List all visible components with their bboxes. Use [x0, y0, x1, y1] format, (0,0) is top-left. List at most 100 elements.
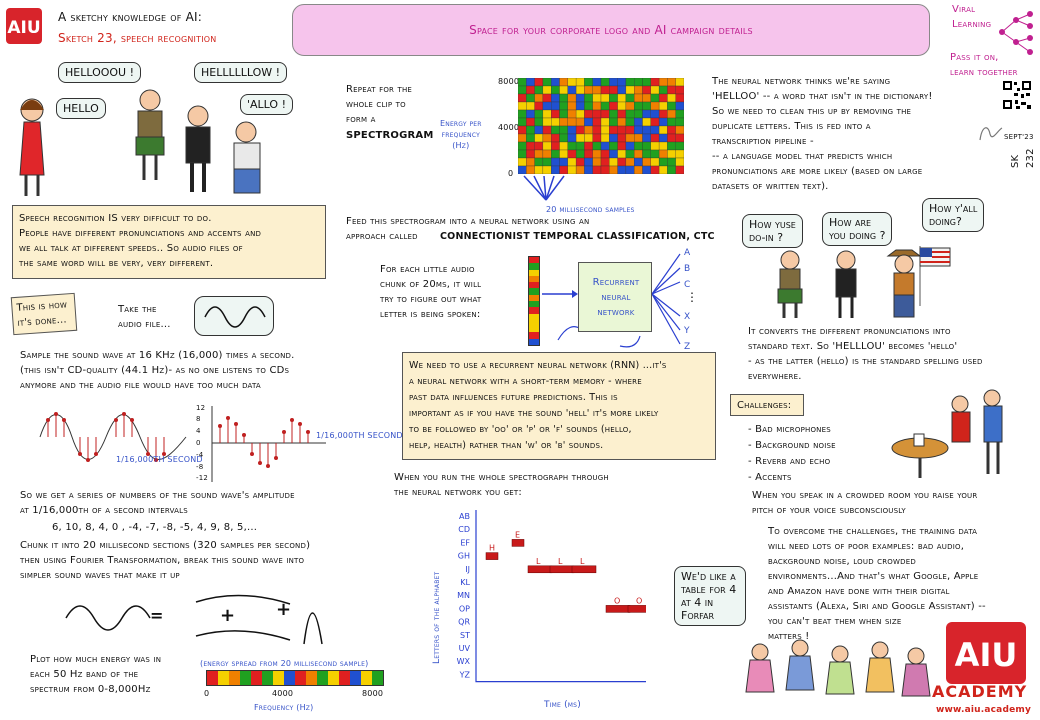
- spectrogram-cell: [675, 157, 684, 167]
- spectrogram-cell: [534, 141, 544, 151]
- spectrogram-cell: [650, 141, 660, 151]
- spectrogram-cell: [592, 109, 602, 119]
- spectrogram-cell: [625, 93, 635, 103]
- academy-url[interactable]: www.aiu.academy: [936, 705, 1032, 715]
- aiu-large-logo-icon: AIU: [946, 622, 1026, 684]
- spectrogram-cell: [625, 101, 635, 111]
- spectrogram-cell: [600, 165, 610, 174]
- intro-note-text: Speech recognition IS very difficult to …: [19, 213, 262, 269]
- scotsman-figure: [135, 89, 165, 180]
- spectrogram-cell: [526, 93, 535, 103]
- spectrogram-cell: [542, 85, 552, 95]
- spectrogram-cell: [625, 165, 635, 174]
- rnn-box: Recurrent neural network: [578, 262, 652, 332]
- spectrogram-cell: [567, 117, 577, 127]
- rnn-input-cell-3: [529, 275, 539, 283]
- row-tick-UV: UV: [459, 644, 471, 653]
- output-chart: AB CD EF GH IJ KL MN OP QR ST UV WX YZ H E L L L O O: [457, 510, 646, 683]
- challenge-4: - Accents: [748, 472, 792, 483]
- spectrogram-cell: [559, 78, 568, 87]
- spectrogram-cell: [534, 101, 544, 111]
- color-band-6: [273, 671, 284, 685]
- spectrogram-cell: [551, 78, 560, 87]
- sampled-wave-left: [39, 412, 187, 462]
- segment-h-0: [485, 552, 499, 560]
- spectrogram-cell: [518, 133, 527, 143]
- spectrogram-cell: [675, 165, 684, 174]
- spectrogram-cell: [526, 133, 535, 143]
- spectrogram-cell: [518, 109, 527, 119]
- spectrogram-cell: [551, 101, 560, 111]
- aiu-logo-small: AIU: [6, 8, 42, 44]
- table-bubble: We'd like a table for 4 at 4 in Forfar: [674, 566, 746, 626]
- spectrogram-cell: [567, 78, 577, 87]
- challenges-box: Challenges:: [730, 394, 804, 416]
- learning-label: Learning: [952, 19, 992, 30]
- spectrogram-cell: [675, 101, 684, 111]
- row-tick-QR: QR: [458, 618, 470, 627]
- bar-frequency-label: Frequency (Hz): [254, 703, 314, 712]
- spectrogram-cell: [534, 93, 544, 103]
- rnn-input-cell-10: [529, 319, 539, 327]
- spectrogram-cell: [575, 85, 585, 95]
- spectrogram-cell: [617, 157, 627, 167]
- muscle-man-figure: [233, 121, 261, 194]
- color-band-13: [350, 671, 361, 685]
- segment-l-2: [527, 565, 553, 574]
- spectrogram-cell: [584, 133, 593, 143]
- sample-arrows: [523, 175, 565, 201]
- segment-e-1: [511, 539, 525, 547]
- color-band-5: [262, 671, 273, 685]
- spectrogram-cell: [600, 141, 610, 151]
- color-band-3: [240, 671, 251, 685]
- challenges-title: Challenges:: [737, 400, 792, 411]
- spectrogram-cell: [634, 93, 643, 103]
- learn-together-label: learn together: [950, 67, 1018, 78]
- rnn-input-cell-0: [529, 257, 539, 264]
- spectrogram-cell: [658, 117, 668, 127]
- chunk-text: Chunk it into 20 millisecond sections (3…: [20, 540, 311, 581]
- spectrogram-grid: [518, 78, 684, 174]
- spectrogram-cell: [567, 85, 577, 95]
- challenge-1: - Bad microphones: [748, 424, 831, 435]
- challenge-2: - Background noise: [748, 440, 836, 451]
- out-letter-dots: ⋮: [686, 290, 699, 304]
- segment-label-6: O: [636, 596, 642, 605]
- spectrogram-cell: [667, 149, 676, 159]
- spectrogram-cell: [609, 101, 618, 111]
- spectrogram-cell: [658, 78, 668, 87]
- spectrogram-cell: [592, 141, 602, 151]
- energy-bar-title: (energy spread from 20 millisecond sampl…: [200, 659, 369, 668]
- spectrogram-cell: [584, 85, 593, 95]
- how-box-text: This is how it's done...: [16, 299, 68, 329]
- spectrogram-cell: [609, 141, 618, 151]
- banner-text: Space for your corporate logo and AI cam…: [469, 23, 753, 37]
- spectrogram-cell: [584, 117, 593, 127]
- corporate-banner: Space for your corporate logo and AI cam…: [292, 4, 930, 56]
- spectrogram-cell: [667, 133, 676, 143]
- spectrogram-cell: [567, 149, 577, 159]
- rnn-input-cell-2: [529, 269, 539, 276]
- spectrogram-cell: [675, 133, 684, 143]
- spectrogram-cell: [650, 101, 660, 111]
- spectrogram-cell: [526, 109, 535, 119]
- tick-neg8: -8: [196, 463, 204, 471]
- spectrogram-cell: [617, 125, 627, 135]
- spectrogram-cell: [634, 141, 643, 151]
- spec-tick-0: 0: [508, 169, 514, 178]
- spectrogram-cell: [551, 85, 560, 95]
- spectrogram-cell: [650, 165, 660, 174]
- spectrogram-cell: [534, 157, 544, 167]
- bubble-allo: 'ALLO !: [240, 94, 293, 115]
- spectrogram-cell: [567, 101, 577, 111]
- spectrogram-cell: [658, 85, 668, 95]
- spectrogram-cell: [642, 149, 651, 159]
- spectrogram-cell: [600, 149, 610, 159]
- repeat-text: Repeat for the whole clip to form a: [346, 84, 413, 125]
- spectrogram-cell: [584, 165, 593, 174]
- spectrogram-cell: [600, 117, 610, 127]
- spectrogram-cell: [584, 101, 593, 111]
- spectrogram-cell: [567, 109, 577, 119]
- spectrogram-cell: [559, 125, 568, 135]
- right-sample-label: 1/16,000TH SECOND: [316, 431, 403, 440]
